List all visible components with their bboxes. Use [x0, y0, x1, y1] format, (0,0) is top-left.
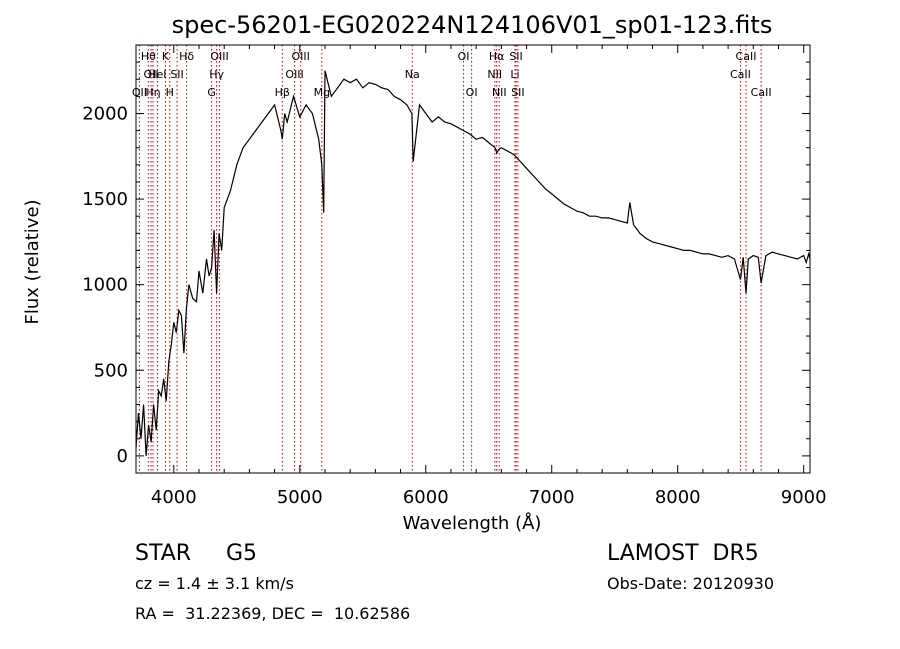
plot-frame — [135, 44, 811, 474]
marker-label-4: HeI — [148, 68, 166, 81]
marker-label-18: OI — [466, 86, 478, 99]
x-tick-label-1: 5000 — [277, 487, 323, 508]
marker-label-2: OII — [144, 68, 159, 81]
y-axis-label: Flux (relative) — [22, 199, 43, 324]
marker-label-24: SII — [511, 86, 524, 99]
marker-label-22: Li — [510, 68, 519, 81]
marker-label-10: Hγ — [209, 68, 224, 81]
x-tick-label-2: 6000 — [403, 487, 449, 508]
marker-label-1: Hθ — [141, 50, 156, 63]
x-tick-label-4: 8000 — [655, 487, 701, 508]
marker-label-26: CaII — [736, 50, 757, 63]
x-tick-label-3: 7000 — [529, 487, 575, 508]
marker-label-23: SII — [509, 50, 522, 63]
marker-label-25: CaII — [730, 68, 751, 81]
y-tick-label-2: 1000 — [82, 275, 128, 296]
y-tick-label-3: 1500 — [82, 189, 128, 210]
spectrum-line — [135, 70, 811, 456]
observation-date: Obs-Date: 20120930 — [607, 574, 775, 593]
y-tick-label-1: 500 — [94, 360, 128, 381]
marker-label-7: SII — [170, 68, 183, 81]
marker-label-11: OIII — [210, 50, 228, 63]
redshift-velocity: cz = 1.4 ± 3.1 km/s — [135, 574, 294, 593]
marker-label-17: OI — [458, 50, 470, 63]
emission-line-labels: OIIHθOIIHηHeIKHSIIHδGHγOIIIHβOIIIOIIIMgN… — [132, 50, 772, 99]
x-tick-label-0: 4000 — [151, 487, 197, 508]
marker-label-20: Hα — [489, 50, 505, 63]
marker-label-6: H — [166, 86, 174, 99]
marker-label-14: OIII — [291, 50, 309, 63]
marker-label-12: Hβ — [275, 86, 290, 99]
marker-label-16: Na — [405, 68, 420, 81]
marker-label-3: Hη — [145, 86, 160, 99]
marker-label-27: CaII — [751, 86, 772, 99]
marker-label-5: K — [162, 50, 170, 63]
marker-label-19: NII — [487, 68, 502, 81]
marker-label-13: OIII — [285, 68, 303, 81]
y-axis: 0 500 1000 1500 2000 — [82, 61, 810, 467]
y-tick-label-0: 0 — [117, 446, 128, 467]
chart-title: spec-56201-EG020224N124106V01_sp01-123.f… — [172, 11, 773, 39]
marker-label-8: Hδ — [179, 50, 194, 63]
marker-label-9: G — [207, 86, 216, 99]
subclass: G5 — [226, 541, 258, 566]
y-tick-label-4: 2000 — [82, 103, 128, 124]
marker-label-15: Mg — [314, 86, 330, 99]
object-class: STAR — [135, 541, 192, 566]
survey-name: LAMOST DR5 — [607, 541, 759, 566]
marker-label-21: NII — [492, 86, 507, 99]
x-axis-label: Wavelength (Å) — [403, 512, 542, 534]
x-axis: 4000 5000 6000 7000 8000 9000 — [151, 45, 827, 508]
x-tick-label-5: 9000 — [781, 487, 827, 508]
emission-line-markers — [138, 45, 762, 473]
coordinates: RA = 31.22369, DEC = 10.62586 — [135, 604, 411, 623]
